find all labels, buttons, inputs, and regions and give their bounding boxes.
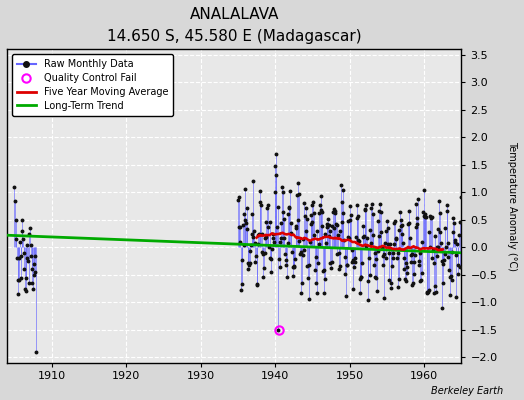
Legend: Raw Monthly Data, Quality Control Fail, Five Year Moving Average, Long-Term Tren: Raw Monthly Data, Quality Control Fail, … <box>12 54 173 116</box>
Y-axis label: Temperature Anomaly (°C): Temperature Anomaly (°C) <box>507 141 517 271</box>
Title: ANALALAVA
14.650 S, 45.580 E (Madagascar): ANALALAVA 14.650 S, 45.580 E (Madagascar… <box>107 7 362 44</box>
Text: Berkeley Earth: Berkeley Earth <box>431 386 503 396</box>
